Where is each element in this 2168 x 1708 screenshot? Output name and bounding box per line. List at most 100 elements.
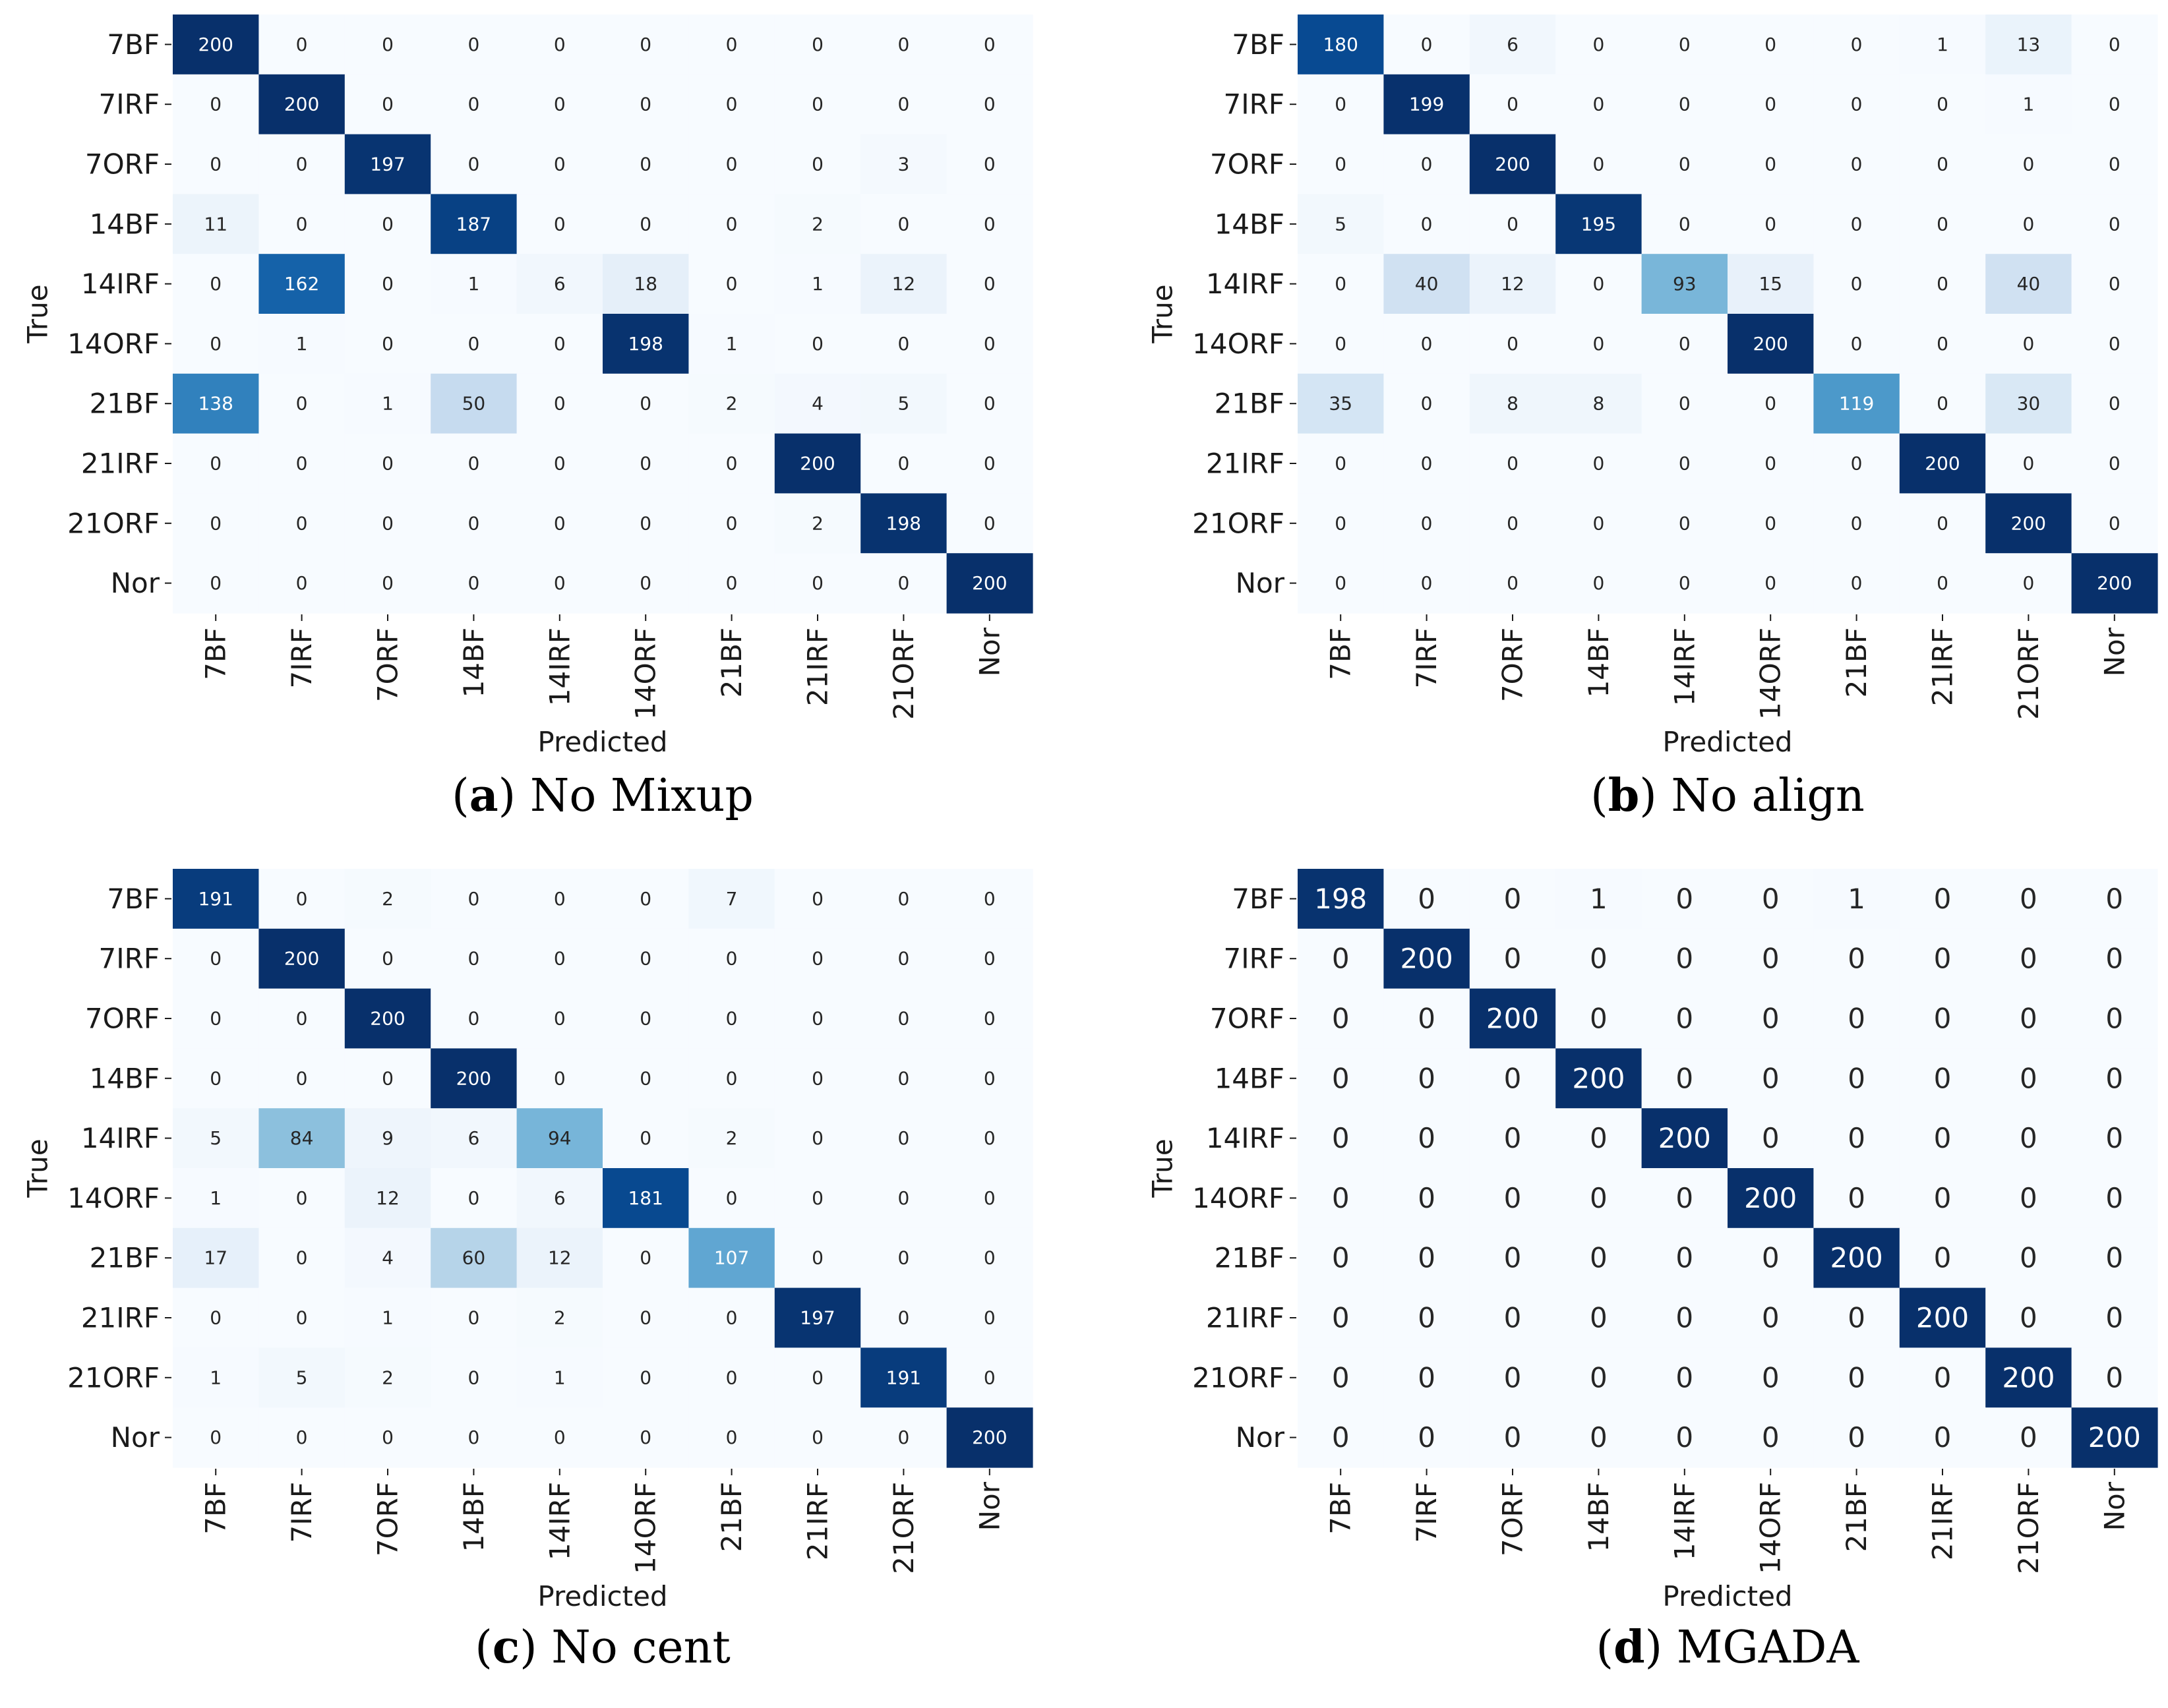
heatmap-cell [1469, 553, 1556, 614]
heatmap-cell [1813, 1048, 1900, 1109]
cell-value-label: 0 [2109, 333, 2121, 355]
heatmap-cell [946, 1347, 1033, 1408]
heatmap-cell [2071, 1108, 2158, 1169]
heatmap-cell [860, 373, 948, 434]
cell-value-label: 0 [467, 572, 479, 594]
cell-value-label: 0 [812, 333, 824, 355]
cell-value-label: 0 [1762, 1302, 1780, 1334]
heatmap-cell [1899, 1227, 1986, 1289]
cell-value-label: 0 [1418, 1421, 1435, 1454]
heatmap-cell [1383, 553, 1470, 614]
heatmap-cell [1555, 928, 1642, 989]
cell-value-label: 0 [554, 213, 566, 235]
cell-value-label: 40 [2017, 273, 2041, 295]
heatmap-cell [1813, 1168, 1900, 1229]
heatmap-cell [603, 314, 689, 374]
cell-value-label: 200 [972, 572, 1007, 594]
cell-value-label: 162 [284, 273, 319, 295]
heatmap-cell [173, 493, 259, 554]
x-tick-label: 21ORF [888, 1482, 920, 1574]
y-tick-label: 7BF [107, 28, 160, 61]
cell-value-label: 1 [812, 273, 824, 295]
cell-value-label: 0 [1335, 94, 1346, 115]
heatmap-cell [516, 194, 603, 254]
cell-value-label: 0 [1679, 572, 1691, 594]
heatmap-cell [173, 553, 259, 614]
cell-value-label: 18 [634, 273, 657, 295]
cell-value-label: 0 [1848, 1302, 1865, 1334]
heatmap-cell [1555, 194, 1642, 254]
cell-value-label: 0 [467, 948, 479, 970]
cell-value-label: 0 [1679, 333, 1691, 355]
cell-value-label: 0 [1848, 1361, 1865, 1394]
cell-value-label: 2 [382, 1367, 394, 1388]
heatmap-cell [173, 1108, 259, 1169]
heatmap-cell [1641, 1287, 1728, 1348]
cell-value-label: 0 [2022, 572, 2034, 594]
heatmap-cell [774, 74, 861, 135]
heatmap-cell [2071, 1168, 2158, 1229]
heatmap-cell [946, 1048, 1033, 1109]
heatmap-cell [860, 74, 948, 135]
cell-value-label: 0 [2109, 512, 2121, 534]
heatmap-cell [173, 1407, 259, 1468]
cell-value-label: 0 [2109, 213, 2121, 235]
cell-value-label: 0 [467, 512, 479, 534]
cell-value-label: 180 [1323, 34, 1358, 55]
cell-value-label: 0 [296, 1187, 308, 1209]
heatmap-cell [344, 1227, 431, 1289]
heatmap-cell [1899, 433, 1986, 494]
heatmap-cell [1899, 1108, 1986, 1169]
heatmap-cell [688, 15, 775, 75]
caption-text: No align [1671, 770, 1864, 822]
x-tick-label: 14ORF [630, 1482, 662, 1574]
heatmap-cell [1728, 433, 1814, 494]
cell-value-label: 0 [1937, 273, 1948, 295]
y-tick-label: 14IRF [1206, 268, 1284, 300]
heatmap-cell [860, 493, 948, 554]
cell-value-label: 6 [467, 1127, 479, 1149]
heatmap-cell [860, 1347, 948, 1408]
heatmap-cell [516, 1407, 603, 1468]
heatmap-cell [946, 869, 1033, 929]
x-tick-label: 7IRF [286, 628, 318, 688]
y-axis-label: True [1147, 284, 1179, 343]
cell-value-label: 0 [554, 512, 566, 534]
cell-value-label: 0 [382, 94, 394, 115]
y-tick-label: 14ORF [1192, 1182, 1284, 1214]
cell-value-label: 1 [210, 1367, 222, 1388]
cell-value-label: 0 [1675, 1302, 1693, 1334]
cell-value-label: 0 [2020, 1003, 2037, 1035]
cell-value-label: 200 [1744, 1182, 1797, 1214]
heatmap-cell [258, 433, 346, 494]
cell-value-label: 0 [640, 512, 651, 534]
cell-value-label: 0 [1762, 1361, 1780, 1394]
cell-value-label: 0 [467, 1187, 479, 1209]
cell-value-label: 0 [1934, 883, 1952, 915]
caption-panel-letter: a [469, 769, 498, 822]
y-tick-label: 14ORF [1192, 328, 1284, 360]
heatmap-cell [258, 373, 346, 434]
cell-value-label: 138 [198, 393, 233, 415]
heatmap-cell [1985, 194, 2072, 254]
y-tick-label: 7IRF [1224, 943, 1284, 975]
cell-value-label: 0 [296, 888, 308, 910]
heatmap-cell [344, 1407, 431, 1468]
heatmap-cell [774, 553, 861, 614]
heatmap-cell [688, 433, 775, 494]
cell-value-label: 0 [812, 1127, 824, 1149]
cell-value-label: 0 [1592, 34, 1604, 55]
x-tick-label: 7BF [200, 628, 232, 680]
cell-value-label: 0 [1592, 94, 1604, 115]
heatmap-cell [946, 1108, 1033, 1169]
heatmap-cell [1469, 254, 1556, 314]
cell-value-label: 200 [198, 34, 233, 55]
cell-value-label: 0 [726, 34, 738, 55]
cell-value-label: 0 [296, 34, 308, 55]
cell-value-label: 198 [628, 333, 663, 355]
caption-open-paren: ( [475, 1622, 493, 1674]
heatmap-cell [603, 1227, 689, 1289]
heatmap-cell [431, 314, 518, 374]
cell-value-label: 0 [1679, 512, 1691, 534]
